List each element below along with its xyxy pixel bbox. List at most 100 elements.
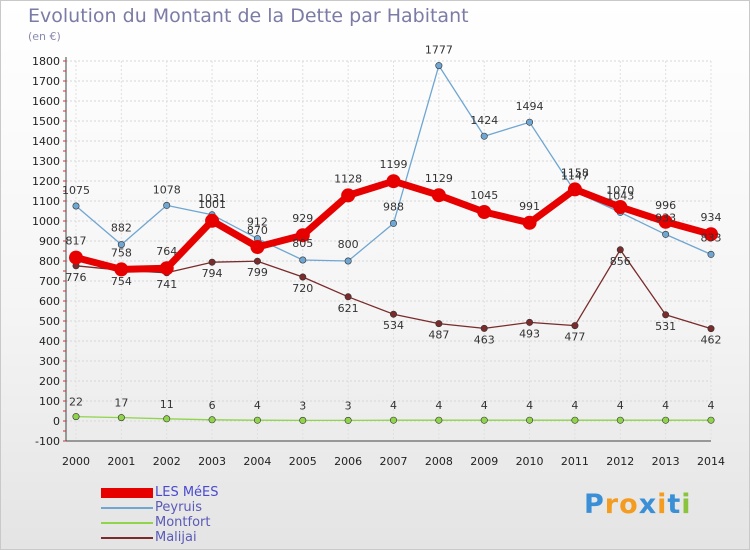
data-label: 17 [114, 397, 128, 410]
data-label: 463 [474, 333, 495, 346]
data-label: 991 [519, 200, 540, 213]
data-point [299, 416, 307, 424]
data-point [526, 318, 534, 326]
y-tick-label: 700 [39, 275, 60, 288]
data-point [567, 182, 582, 197]
data-label: 764 [156, 245, 177, 258]
data-label: 817 [66, 235, 87, 248]
data-point [253, 257, 261, 265]
data-point [662, 230, 670, 238]
data-point [389, 219, 397, 227]
data-point [526, 416, 534, 424]
logo-letter: t [667, 489, 682, 520]
data-label: 1078 [153, 183, 181, 196]
data-label: 3 [299, 399, 306, 412]
data-point [114, 262, 129, 277]
data-point [435, 320, 443, 328]
data-point [299, 273, 307, 281]
data-label: 3 [345, 399, 352, 412]
data-label: 1777 [425, 44, 453, 57]
data-label: 4 [481, 399, 488, 412]
data-point [341, 188, 356, 203]
data-label: 1147 [561, 170, 589, 183]
logo-letter: o [619, 489, 639, 520]
data-label: 758 [111, 246, 132, 259]
data-label: 1424 [470, 114, 498, 127]
data-label: 4 [617, 399, 624, 412]
data-point [658, 214, 673, 229]
y-tick-label: 1200 [32, 175, 60, 188]
y-tick-label: 800 [39, 255, 60, 268]
data-point [163, 415, 171, 423]
data-label: 4 [254, 399, 261, 412]
y-tick-label: 600 [39, 295, 60, 308]
x-tick-label: 2008 [425, 455, 453, 468]
legend-swatch [101, 507, 153, 509]
x-tick-label: 2014 [697, 455, 725, 468]
y-tick-label: -100 [35, 435, 60, 448]
data-point [159, 261, 174, 276]
data-label: 720 [292, 282, 313, 295]
y-tick-label: 900 [39, 235, 60, 248]
x-tick-label: 2012 [606, 455, 634, 468]
data-point [616, 416, 624, 424]
data-point [662, 311, 670, 319]
y-tick-label: 1500 [32, 115, 60, 128]
data-label: 4 [435, 399, 442, 412]
data-label: 1001 [198, 198, 226, 211]
data-label: 1158 [561, 166, 589, 179]
x-tick-label: 2001 [107, 455, 135, 468]
data-point [480, 416, 488, 424]
data-label: 870 [247, 224, 268, 237]
data-label: 794 [202, 267, 223, 280]
data-label: 1075 [62, 184, 90, 197]
data-point [344, 293, 352, 301]
data-label: 1070 [606, 184, 634, 197]
data-label: 1045 [470, 189, 498, 202]
x-tick-label: 2005 [289, 455, 317, 468]
data-label: 4 [390, 399, 397, 412]
data-point [526, 118, 534, 126]
data-point [344, 257, 352, 265]
legend-label: Peyruis [155, 500, 203, 515]
data-point [571, 416, 579, 424]
data-label: 621 [338, 302, 359, 315]
data-label: 462 [701, 334, 722, 347]
data-point [707, 325, 715, 333]
x-tick-label: 2011 [561, 455, 589, 468]
data-label: 531 [655, 320, 676, 333]
data-point [613, 200, 628, 214]
data-label: 882 [111, 222, 132, 235]
data-label: 988 [383, 200, 404, 213]
chart-subtitle: (en €) [28, 30, 61, 43]
data-label: 934 [701, 211, 722, 224]
y-tick-label: 200 [39, 375, 60, 388]
data-label: 493 [519, 327, 540, 340]
x-tick-label: 2007 [380, 455, 408, 468]
data-point [72, 202, 80, 210]
x-tick-label: 2002 [153, 455, 181, 468]
data-point [344, 416, 352, 424]
data-point [571, 322, 579, 330]
data-label: 933 [655, 211, 676, 224]
data-label: 6 [209, 399, 216, 412]
y-tick-label: 1400 [32, 135, 60, 148]
data-point [435, 62, 443, 70]
data-label: 4 [708, 399, 715, 412]
data-point [480, 324, 488, 332]
data-label: 776 [66, 271, 87, 284]
chart-title: Evolution du Montant de la Dette par Hab… [28, 5, 469, 27]
data-point [208, 416, 216, 424]
x-tick-label: 2006 [334, 455, 362, 468]
data-point [163, 201, 171, 209]
data-point [616, 246, 624, 254]
data-label: 929 [292, 212, 313, 225]
data-label: 912 [247, 216, 268, 229]
data-label: 996 [655, 199, 676, 212]
logo-letter: i [657, 489, 668, 520]
legend-label: Montfort [155, 515, 211, 530]
logo-letter: i [681, 489, 692, 520]
x-tick-label: 2000 [62, 455, 90, 468]
data-point [386, 174, 401, 189]
data-point [707, 416, 715, 424]
